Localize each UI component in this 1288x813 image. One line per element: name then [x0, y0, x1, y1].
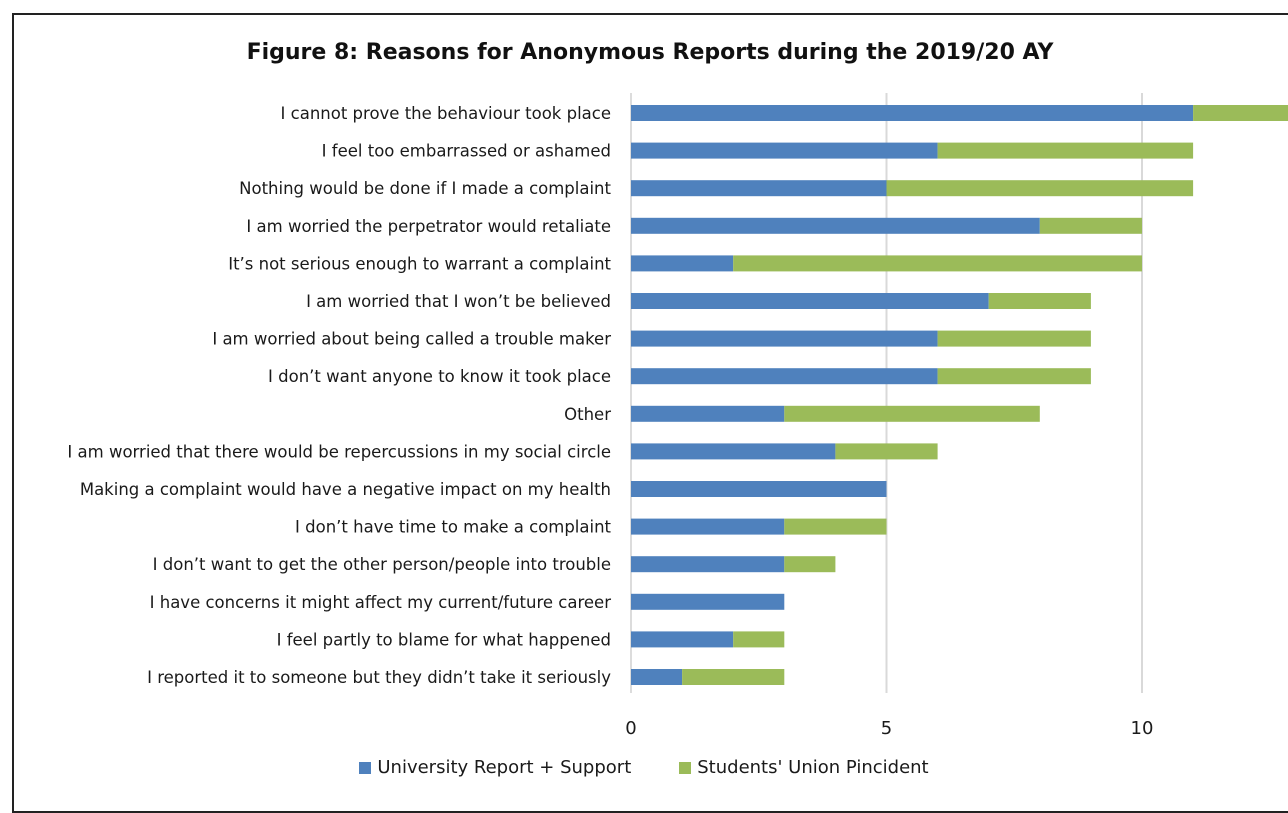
category-label-13: I don’t want to get the other person/peo…: [153, 555, 611, 574]
bar-2-8: [937, 368, 1091, 385]
bar-1-13: [631, 556, 785, 573]
legend-swatch-series-1: [359, 761, 372, 774]
category-label-8: I don’t want anyone to know it took plac…: [268, 367, 611, 386]
bar-1-8: [631, 368, 938, 385]
bar-2-13: [784, 556, 836, 573]
bar-2-6: [988, 293, 1091, 309]
bar-2-2: [937, 142, 1194, 159]
category-label-1: I cannot prove the behaviour took place: [281, 104, 611, 123]
bar-1-15: [631, 631, 734, 648]
bar-1-2: [631, 142, 938, 159]
x-tick-label-10: 10: [1131, 718, 1154, 739]
bar-2-15: [733, 631, 785, 648]
category-label-5: It’s not serious enough to warrant a com…: [228, 254, 611, 273]
bar-1-6: [631, 293, 989, 309]
legend-swatch-series-2: [679, 761, 692, 774]
bar-2-10: [835, 443, 938, 460]
bar-1-16: [631, 669, 683, 685]
bar-1-7: [631, 330, 938, 347]
bar-1-4: [631, 217, 1040, 234]
bar-1-9: [631, 405, 785, 422]
bar-1-14: [631, 593, 785, 610]
category-label-14: I have concerns it might affect my curre…: [150, 593, 612, 612]
bar-1-1: [631, 105, 1194, 121]
category-label-7: I am worried about being called a troubl…: [212, 330, 611, 349]
bar-2-5: [733, 255, 1142, 272]
bar-1-12: [631, 518, 785, 535]
bar-2-9: [784, 405, 1040, 422]
legend-label-series-2: Students' Union Pincident: [697, 757, 929, 778]
category-label-16: I reported it to someone but they didn’t…: [147, 668, 611, 687]
category-label-10: I am worried that there would be repercu…: [67, 442, 611, 461]
category-label-11: Making a complaint would have a negative…: [80, 480, 611, 499]
bar-2-12: [784, 518, 887, 535]
x-tick-label-0: 0: [625, 718, 636, 739]
bar-1-10: [631, 443, 836, 460]
category-label-6: I am worried that I won’t be believed: [306, 292, 611, 311]
bar-2-7: [937, 330, 1091, 347]
x-tick-label-5: 5: [881, 718, 892, 739]
category-label-15: I feel partly to blame for what happened: [277, 630, 611, 649]
bar-1-5: [631, 255, 734, 272]
bar-2-4: [1039, 217, 1142, 234]
legend-item-series-2: Students' Union Pincident: [679, 757, 929, 778]
bar-2-16: [682, 669, 785, 685]
chart-legend: University Report + Support Students' Un…: [0, 757, 1288, 778]
bar-2-3: [886, 180, 1194, 197]
bar-1-3: [631, 180, 887, 197]
legend-item-series-1: University Report + Support: [359, 757, 631, 778]
category-label-4: I am worried the perpetrator would retal…: [246, 217, 611, 236]
category-label-2: I feel too embarrassed or ashamed: [322, 142, 611, 161]
chart-title: Figure 8: Reasons for Anonymous Reports …: [246, 40, 1054, 65]
bar-2-1: [1193, 105, 1288, 121]
category-label-12: I don’t have time to make a complaint: [295, 518, 612, 537]
category-label-3: Nothing would be done if I made a compla…: [239, 179, 611, 198]
category-label-9: Other: [564, 405, 611, 424]
bar-1-11: [631, 481, 887, 497]
legend-label-series-1: University Report + Support: [377, 757, 632, 778]
